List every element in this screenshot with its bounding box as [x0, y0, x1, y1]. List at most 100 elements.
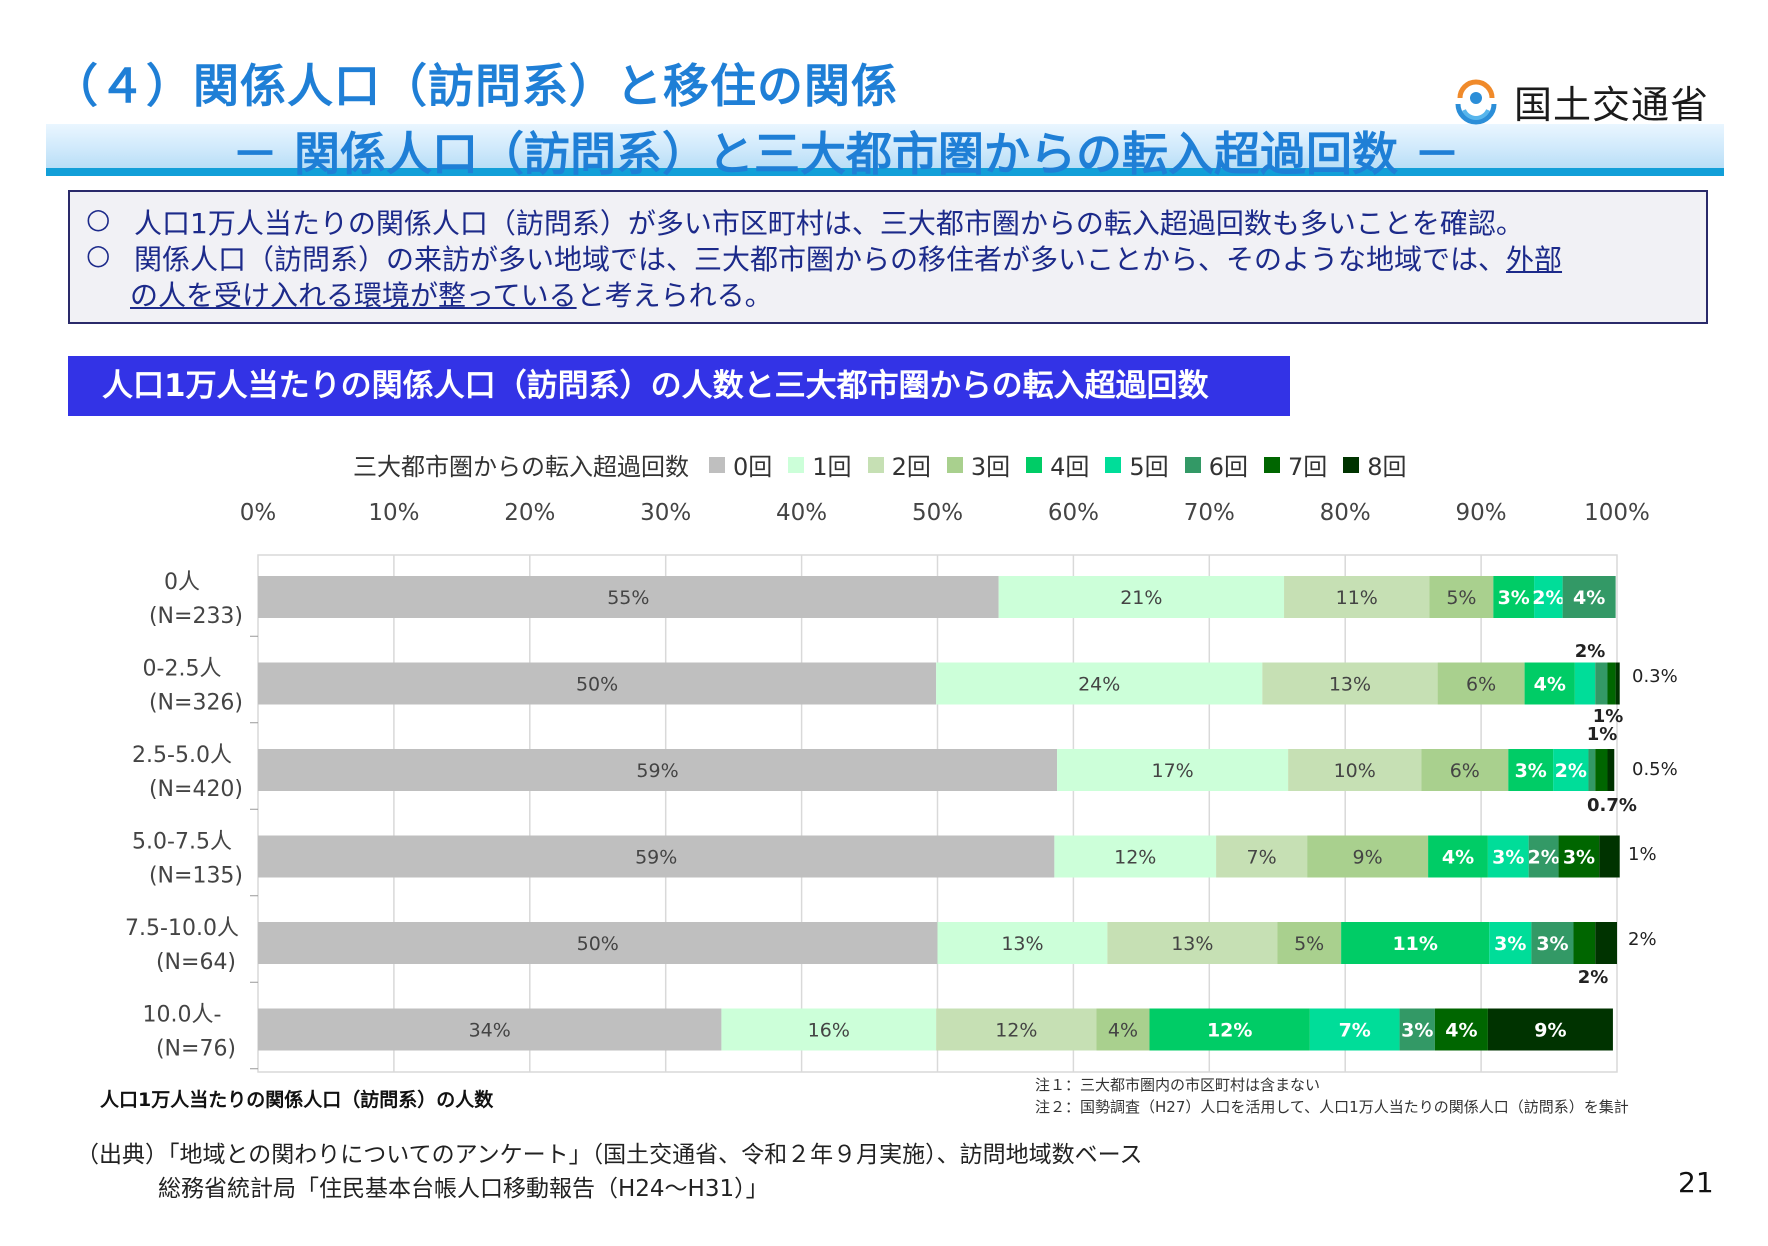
data-label: 3% [1494, 933, 1526, 955]
legend-swatch [709, 456, 725, 473]
data-label: 3% [1498, 587, 1530, 609]
data-label: 7% [1339, 1020, 1371, 1042]
x-tick-label: 30% [640, 500, 691, 526]
bar-segment [1096, 1008, 1150, 1051]
chart-header: 人口1万人当たりの関係人口（訪問系）の人数と三大都市圏からの転入超過回数 [68, 356, 1290, 416]
data-label: 59% [635, 847, 677, 869]
legend-label: 1回 [812, 453, 852, 481]
bar-segment [1487, 835, 1529, 878]
legend-label: 7回 [1287, 453, 1328, 481]
data-label: 6% [1450, 760, 1480, 782]
legend-swatch [1026, 456, 1043, 473]
bar-segment [721, 1008, 937, 1051]
data-label: 55% [607, 587, 649, 609]
bar-segment [1573, 922, 1596, 964]
category-label: 2.5-5.0人 [132, 743, 232, 768]
data-label: 10% [1334, 760, 1376, 782]
data-label: 13% [1329, 674, 1371, 696]
source-line-2: 総務省統計局「住民基本台帳人口移動報告（H24〜H31）」 [158, 1176, 769, 1202]
category-label: 7.5-10.0人 [125, 916, 239, 941]
bar-segment [1508, 749, 1554, 791]
x-tick-label: 60% [1048, 500, 1099, 526]
bar-segment [1288, 749, 1422, 791]
summary-line-2: 関係人口（訪問系）の来訪が多い地域では、三大都市圏からの移住者が多いことから、そ… [134, 238, 1562, 278]
category-label: 0-2.5人 [143, 657, 222, 682]
legend-swatch [867, 456, 884, 473]
callout-label: 1% [1628, 844, 1657, 865]
summary-line-1: 人口1万人当たりの関係人口（訪問系）が多い市区町村は、三大都市圏からの転入超過回… [134, 207, 1524, 240]
legend-item: 1回 [788, 447, 852, 482]
data-label: 12% [1114, 847, 1156, 869]
legend-swatch [1184, 456, 1201, 473]
bar-segment [1429, 576, 1494, 618]
data-label: 24% [1078, 674, 1120, 696]
legend-label: 6回 [1208, 453, 1248, 481]
bar-segment [1553, 749, 1589, 791]
legend-label: 5回 [1129, 453, 1169, 481]
legend-label: 3回 [970, 453, 1011, 481]
data-label: 3% [1536, 933, 1568, 955]
summary-line-3-text: と考えられる。 [576, 279, 773, 312]
data-label: 34% [469, 1020, 511, 1042]
legend-label: 2回 [891, 453, 931, 481]
data-label: 5% [1294, 933, 1324, 955]
bar-segment [1531, 922, 1574, 964]
category-label: 0人 [164, 570, 200, 595]
callout-label: 2% [1575, 641, 1606, 662]
summary-line-2-text: 関係人口（訪問系）の来訪が多い地域では、三大都市圏からの移住者が多いことから、そ… [134, 243, 1507, 276]
legend-swatch [788, 456, 805, 473]
page-title: （４）関係人口（訪問系）と移住の関係 [52, 59, 898, 113]
bar-segment [1524, 662, 1575, 705]
y-axis-label: 人口1万人当たりの関係人口（訪問系）の人数 [100, 1089, 494, 1111]
bar-segment [1216, 835, 1308, 878]
bar-segment [1599, 835, 1620, 878]
data-label: 3% [1401, 1020, 1433, 1042]
data-label: 12% [1207, 1020, 1252, 1042]
bar-segment [1284, 576, 1430, 618]
bar-segment [1107, 922, 1278, 964]
bar-segment [1588, 749, 1596, 791]
title-band [46, 124, 1724, 170]
mlit-logo-icon [1454, 79, 1498, 124]
bar-segment [1595, 662, 1608, 705]
legend-swatch [946, 456, 963, 473]
data-label: 4% [1108, 1020, 1138, 1042]
bar-segment [936, 1008, 1097, 1051]
category-n-label: (N=326) [149, 691, 243, 716]
category-label: 10.0人- [143, 1003, 222, 1028]
category-n-label: (N=76) [156, 1037, 236, 1062]
bar-segment [937, 922, 1108, 964]
legend-item: 6回 [1184, 447, 1248, 482]
category-label: 5.0-7.5人 [132, 830, 232, 855]
bar-segment [1341, 922, 1490, 964]
bar-segment [1562, 576, 1616, 618]
data-label: 6% [1466, 674, 1496, 696]
bar-segment [258, 1008, 722, 1051]
bar-segment [1434, 1008, 1488, 1051]
note-1: 注１：三大都市圏内の市区町村は含まない [1035, 1076, 1321, 1094]
x-tick-label: 50% [912, 500, 963, 526]
x-tick-label: 0% [240, 500, 277, 526]
title-band-line [46, 168, 1724, 176]
logo-text: 国土交通省 [1514, 83, 1710, 127]
summary-bullet-1: ○ [86, 202, 111, 235]
data-label: 2% [1555, 760, 1587, 782]
bar-segment [1399, 1008, 1435, 1051]
bar-segment [258, 749, 1058, 791]
bar-segment [258, 835, 1055, 878]
data-label: 2% [1532, 587, 1564, 609]
callout-label: 1% [1593, 706, 1624, 727]
data-label: 13% [1001, 933, 1043, 955]
data-label: 4% [1442, 847, 1474, 869]
data-label: 13% [1171, 933, 1213, 955]
chart-legend: 三大都市圏からの転入超過回数 0回 1回 2回 3回 4回 5回 6回 7回 8… [353, 447, 1423, 482]
data-label: 50% [577, 933, 619, 955]
bar-segment [1534, 576, 1563, 618]
callout-label: 2% [1578, 967, 1609, 988]
page-subtitle: － 関係人口（訪問系）と三大都市圏からの転入超過回数 － [232, 127, 1461, 181]
x-tick-label: 70% [1184, 500, 1235, 526]
bar-segment [1054, 835, 1217, 878]
callout-label: 0.5% [1632, 759, 1678, 780]
bar-segment [1277, 922, 1342, 964]
